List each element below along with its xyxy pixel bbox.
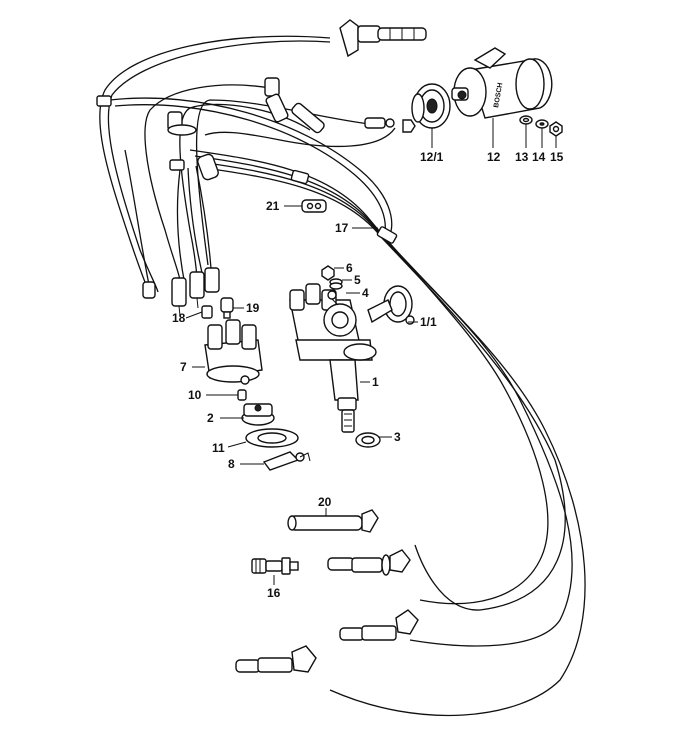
spring (329, 278, 343, 290)
callout-labels: 1 1/1 2 3 4 5 6 7 8 10 11 12 12/1 13 14 … (172, 150, 564, 600)
callout-1: 1 (372, 375, 379, 389)
callout-19: 19 (246, 301, 260, 315)
ignition-lead-harness (96, 35, 586, 717)
distributor-cap-lead-boot (167, 111, 219, 181)
spark-plug-connector (287, 509, 379, 533)
spark-plug-connector-top (339, 19, 427, 58)
spark-plug-connector-lower-3 (235, 645, 317, 673)
clamp-nut (321, 265, 335, 281)
vacuum-advance-unit (367, 285, 415, 325)
callout-8: 8 (228, 457, 235, 471)
nut (549, 121, 563, 137)
dust-cover (245, 428, 299, 448)
spark-plug-connector-middle (264, 77, 325, 134)
callout-15: 15 (550, 150, 564, 164)
spark-plug (251, 557, 299, 575)
rotor (241, 403, 275, 426)
distributor-seal-ring (355, 432, 381, 448)
callout-17: 17 (335, 221, 349, 235)
callout-2: 2 (207, 411, 214, 425)
distributor (289, 283, 377, 433)
rotor-suppressor (220, 297, 234, 319)
callout-21: 21 (266, 199, 280, 213)
callout-4: 4 (362, 286, 369, 300)
spark-plug-connector-lower-2 (339, 609, 419, 641)
callout-1-1: 1/1 (420, 315, 437, 329)
lead-separator-clip (301, 199, 327, 213)
callout-16: 16 (267, 586, 281, 600)
washer (519, 115, 533, 125)
callout-12: 12 (487, 150, 501, 164)
distributor-lead-terminals (142, 267, 220, 317)
callout-11: 11 (212, 441, 225, 455)
callout-13: 13 (515, 150, 529, 164)
callout-10: 10 (188, 388, 202, 402)
callout-5: 5 (354, 273, 361, 287)
spring-washer (535, 119, 549, 129)
callout-3: 3 (394, 430, 401, 444)
callout-12-1: 12/1 (420, 150, 444, 164)
screw (327, 290, 339, 306)
coil-brand-text: BOSCH (493, 82, 504, 108)
spark-plug-connector-lower-1 (327, 549, 411, 576)
callout-20: 20 (318, 495, 332, 509)
suppressor-connector (201, 305, 213, 319)
callout-18: 18 (172, 311, 186, 325)
callout-6: 6 (346, 261, 353, 275)
contact-breaker-points (262, 451, 311, 471)
coil-lead-terminal (364, 117, 416, 133)
ignition-coil: BOSCH (451, 47, 553, 119)
carbon-brush (237, 389, 247, 401)
callout-7: 7 (180, 360, 187, 374)
leader-lines (185, 118, 557, 585)
coil-bracket (411, 83, 451, 129)
callout-14: 14 (532, 150, 546, 164)
distributor-cap (204, 319, 263, 385)
